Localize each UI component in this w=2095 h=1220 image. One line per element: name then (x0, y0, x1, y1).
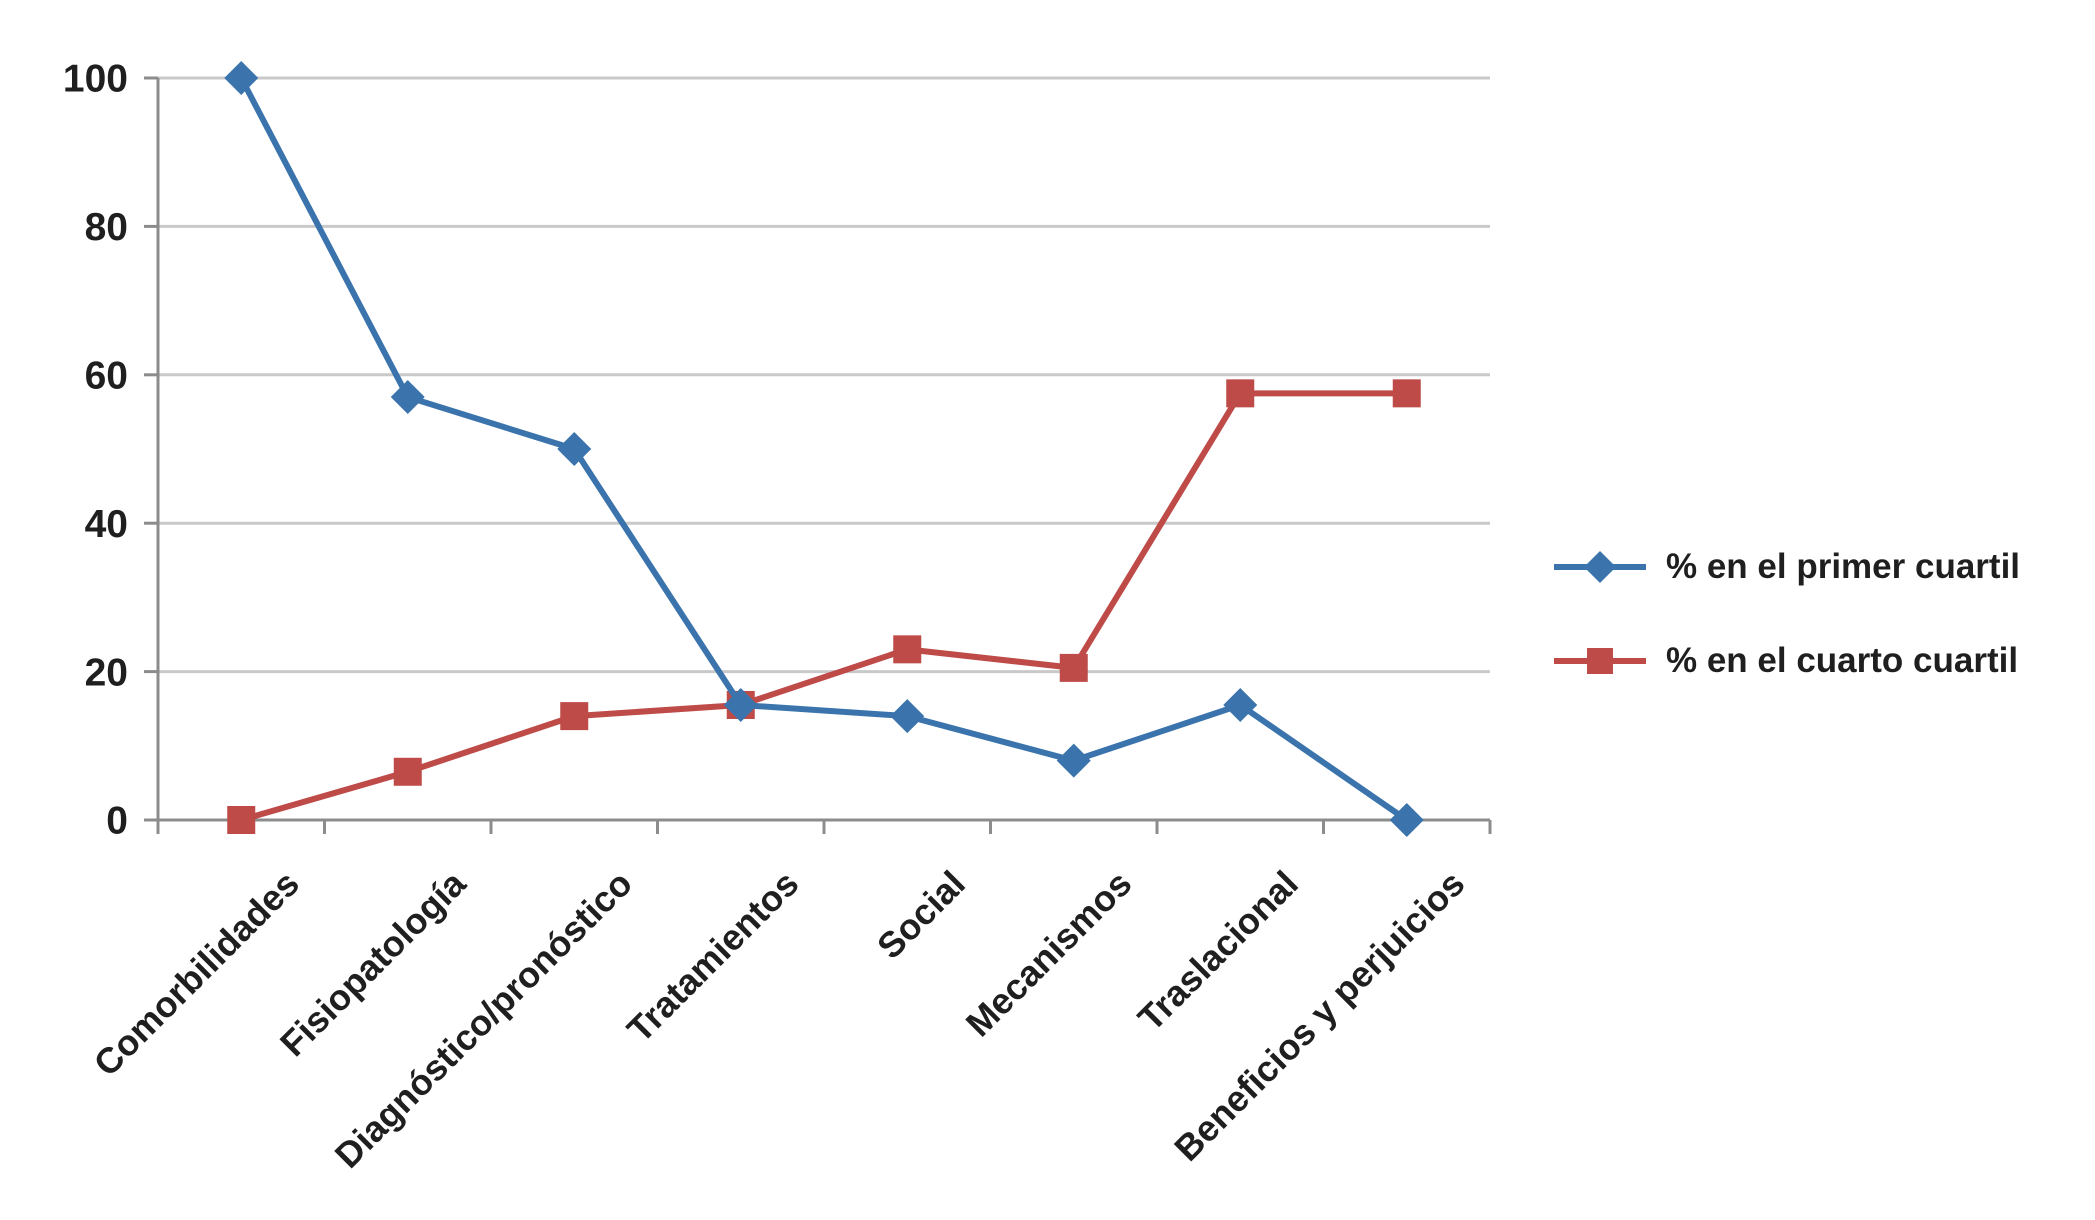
data-point-marker (1059, 653, 1088, 682)
data-point-marker (390, 380, 425, 415)
data-point-marker (227, 806, 256, 834)
legend-square-marker-icon (1554, 648, 1646, 674)
data-point-marker (893, 635, 922, 664)
data-point-marker (1056, 743, 1091, 778)
series-line (240, 390, 1407, 823)
data-point-marker (723, 687, 758, 722)
y-tick-label: 20 (85, 651, 128, 694)
legend-item: % en el cuarto cuartil (1552, 639, 2020, 683)
legend-label: % en el cuarto cuartil (1666, 641, 2019, 680)
y-tick-label: 40 (85, 503, 128, 546)
data-point-marker (1226, 379, 1255, 408)
x-category-label: Traslacional (1130, 863, 1306, 1039)
series-line (238, 76, 1409, 823)
chart-legend: % en el primer cuartil % en el cuarto cua… (1552, 545, 2020, 683)
x-category-label: Comorbilidades (86, 863, 307, 1084)
y-tick-label: 100 (63, 58, 128, 101)
data-point-marker (557, 432, 592, 466)
data-point-marker (890, 699, 925, 734)
legend-diamond-marker-icon (1554, 551, 1646, 583)
data-point-marker (393, 757, 422, 786)
y-tick-label: 80 (85, 206, 128, 249)
data-point-marker (224, 61, 259, 95)
y-tick-label: 0 (106, 800, 128, 843)
x-category-label: Diagnóstico/pronóstico (327, 863, 640, 1176)
data-point-marker (1392, 379, 1421, 408)
x-category-label: Beneficios y perjuicios (1166, 863, 1472, 1169)
data-point-marker (560, 702, 589, 731)
x-category-label: Tratamientos (619, 863, 806, 1050)
x-category-label: Mecanismos (958, 863, 1140, 1045)
x-category-label: Social (869, 863, 973, 967)
data-point-marker (1223, 687, 1258, 722)
y-tick-label: 60 (85, 354, 128, 397)
legend-label: % en el primer cuartil (1666, 547, 2021, 586)
legend-item: % en el primer cuartil (1552, 545, 2020, 589)
data-point-marker (1389, 803, 1424, 837)
